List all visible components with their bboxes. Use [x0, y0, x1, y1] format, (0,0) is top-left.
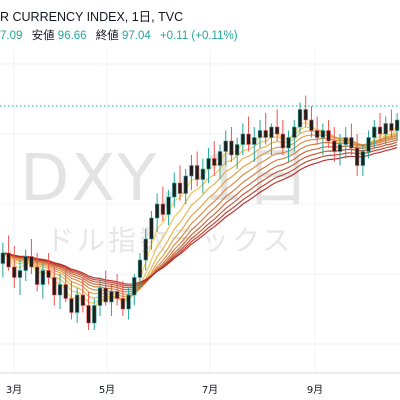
candle-body	[229, 140, 234, 156]
candle-body	[155, 203, 160, 219]
candle-body	[126, 294, 131, 310]
candle-body	[235, 144, 240, 156]
candle-body	[189, 165, 194, 177]
x-axis-ticks: 3月 5月 7月 9月	[6, 384, 323, 396]
candle-body	[40, 270, 45, 285]
candle-body	[0, 252, 5, 264]
ribbon-line	[2, 144, 398, 287]
candle-body	[349, 137, 354, 149]
candle-body	[332, 140, 337, 152]
watermark-symbol: DXY, 1日	[20, 142, 312, 216]
ohlc-row: 7.09 安値 96.66 終値 97.04 +0.11 (+0.11%)	[0, 28, 238, 42]
candle-body	[269, 126, 274, 138]
candle-body	[75, 294, 80, 313]
candle-body	[223, 140, 228, 152]
candle-body	[309, 119, 314, 131]
ribbon-line	[2, 141, 398, 289]
candle-body	[149, 217, 154, 240]
change-value: +0.11 (+0.11%)	[160, 30, 238, 42]
candle-body	[280, 133, 285, 149]
candle-body	[23, 256, 28, 271]
candle-body	[263, 130, 268, 138]
candle-body	[360, 151, 365, 166]
candle-body	[206, 158, 211, 170]
close-label: 終値	[96, 28, 119, 42]
candle-body	[337, 144, 343, 152]
candle-body	[292, 126, 297, 138]
candle-body	[303, 109, 308, 121]
candle-body	[160, 203, 165, 215]
candle-body	[120, 298, 125, 310]
candle-body	[183, 175, 188, 194]
candle-body	[355, 147, 360, 166]
candle-body	[383, 123, 388, 135]
candle-body	[252, 137, 257, 145]
candle-body	[217, 151, 223, 166]
candle-body	[63, 284, 68, 299]
candle-body	[275, 126, 280, 135]
candle-body	[395, 119, 400, 131]
ribbon-line	[2, 139, 398, 291]
candle-body	[132, 277, 137, 296]
chart-header: R CURRENCY INDEX, 1日, TVC 7.09 安値 96.66 …	[0, 10, 238, 42]
candle-body	[86, 305, 91, 324]
candle-body	[97, 287, 103, 306]
ohlc-prefix: 7.09	[0, 30, 22, 42]
candle-body	[177, 182, 183, 194]
candle-body	[166, 196, 171, 215]
candle-body	[52, 277, 57, 296]
candle-body	[372, 126, 377, 138]
x-tick-label: 5月	[99, 384, 115, 396]
ribbon-line	[2, 137, 398, 293]
x-tick-label: 9月	[307, 384, 323, 396]
low-value: 96.66	[58, 30, 87, 42]
candle-body	[35, 266, 40, 285]
candle-body	[195, 165, 200, 180]
candle-body	[212, 158, 217, 166]
ribbon-line	[2, 133, 398, 298]
candle-body	[246, 133, 251, 145]
low-label: 安値	[32, 28, 55, 42]
candle-body	[366, 137, 371, 152]
candle-body	[172, 182, 177, 198]
ribbon-line	[2, 135, 398, 295]
candle-body	[286, 137, 291, 149]
ribbon-line	[2, 130, 398, 300]
candle-body	[103, 287, 108, 303]
candle-body	[46, 270, 51, 278]
candle-body	[137, 259, 143, 278]
candle-body	[343, 137, 348, 145]
candle-body	[143, 238, 148, 261]
candle-body	[297, 109, 303, 128]
candle-body	[257, 130, 263, 138]
candle-body	[200, 168, 205, 180]
candle-body	[17, 270, 23, 278]
candle-body	[315, 130, 320, 138]
candles	[0, 95, 400, 330]
ribbon-line	[2, 146, 398, 285]
chart-title: R CURRENCY INDEX, 1日, TVC	[0, 10, 183, 24]
candle-body	[29, 256, 34, 268]
candle-body	[115, 291, 120, 299]
ribbon-line	[2, 121, 398, 311]
candle-body	[240, 133, 245, 145]
moving-average-ribbon	[2, 121, 398, 311]
candle-body	[389, 123, 394, 131]
x-tick-label: 7月	[202, 384, 218, 396]
candle-body	[12, 266, 17, 278]
candle-body	[92, 305, 97, 324]
candle-body	[377, 126, 383, 135]
candle-body	[109, 291, 114, 303]
candle-body	[69, 298, 74, 313]
candle-body	[6, 252, 11, 268]
candle-body	[57, 284, 63, 296]
candle-body	[80, 294, 85, 306]
watermark: DXY, 1日 ドル指数デックス	[20, 142, 312, 257]
candle-body	[320, 130, 325, 138]
candle-body	[326, 130, 331, 142]
close-value: 97.04	[122, 30, 151, 42]
x-tick-label: 3月	[6, 384, 22, 396]
